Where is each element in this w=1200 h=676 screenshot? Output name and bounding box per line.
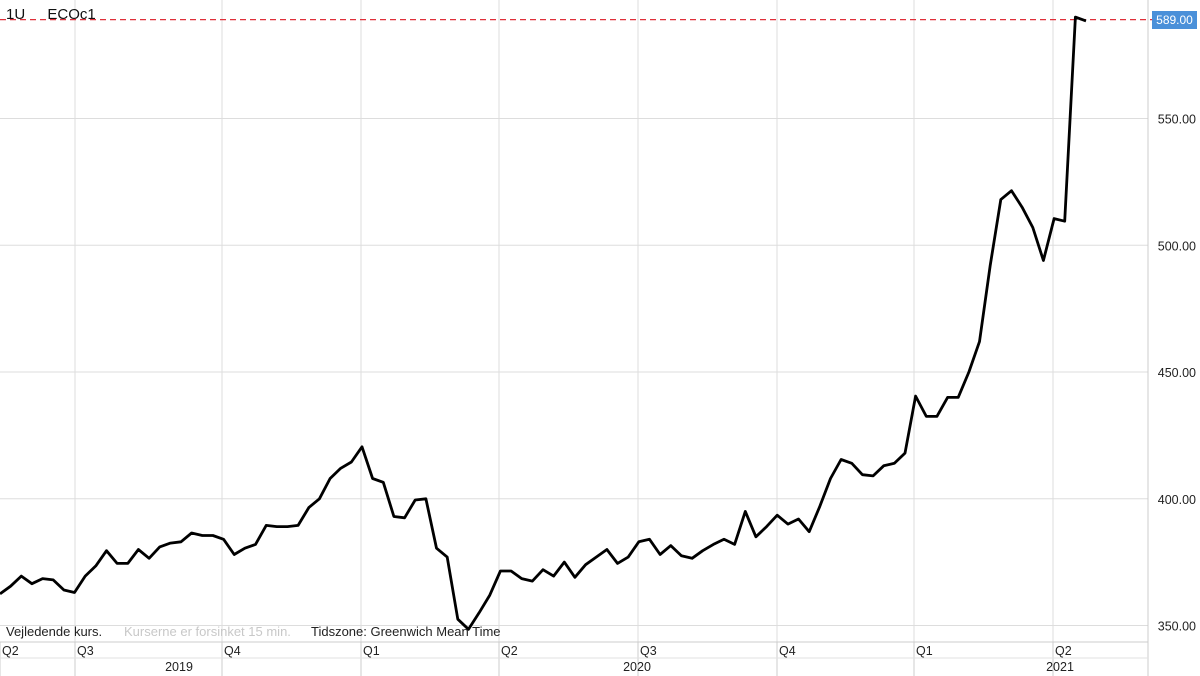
chart-header: 1U ECOc1 [6,6,114,23]
quarter-tick-label: Q3 [77,644,94,658]
timezone-note: Tidszone: Greenwich Mean Time [311,624,501,639]
year-label: 2019 [165,660,193,674]
quarter-tick-label: Q1 [363,644,380,658]
indicative-note: Vejledende kurs. [6,624,103,639]
y-tick-label: 350.00 [1158,620,1196,634]
y-tick-label: 400.00 [1158,493,1196,507]
quarter-tick-label: Q2 [501,644,518,658]
year-label: 2020 [623,660,651,674]
chart-grid [0,0,1148,642]
year-label: 2021 [1046,660,1074,674]
y-tick-label: 450.00 [1158,366,1196,380]
quarter-tick-label: Q2 [1055,644,1072,658]
quarter-tick-label: Q4 [224,644,241,658]
price-series-line [0,15,1087,631]
quarter-tick-label: Q3 [640,644,657,658]
delay-note: Kurserne er forsinket 15 min. [124,624,291,639]
interval-label: 1U [6,6,26,23]
quarter-tick-label: Q4 [779,644,796,658]
last-price-tag: 589.00 [1152,11,1197,29]
x-axis-labels: Q2 Q3 Q4 Q1 Q2 Q3 Q4 Q1 Q2 2019 2020 2021 [2,644,1074,674]
y-axis-labels: 350.00 400.00 450.00 500.00 550.00 [1158,113,1196,634]
quarter-tick-label: Q1 [916,644,933,658]
y-tick-label: 500.00 [1158,239,1196,253]
ric-label: ECOc1 [47,6,96,23]
chart-axes [0,0,1149,676]
y-tick-label: 550.00 [1158,113,1196,127]
quarter-tick-label: Q2 [2,644,19,658]
